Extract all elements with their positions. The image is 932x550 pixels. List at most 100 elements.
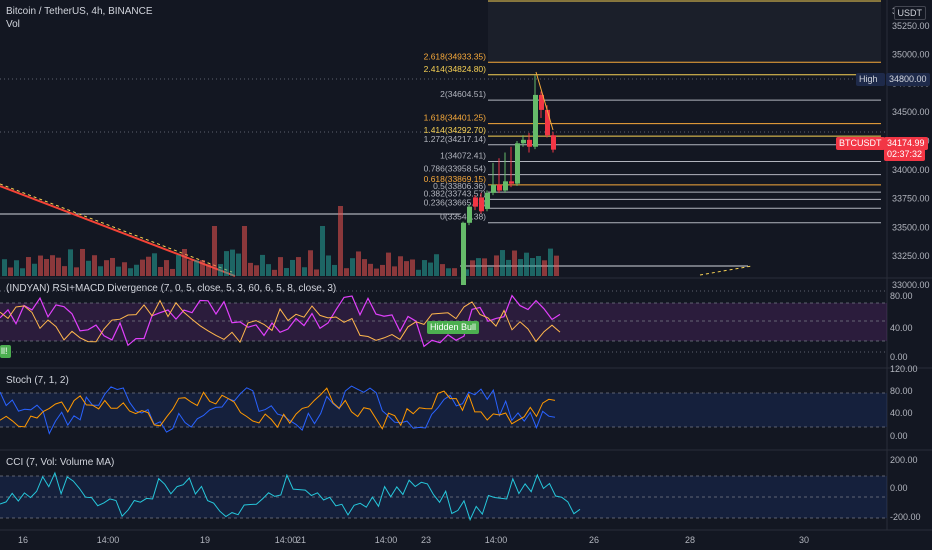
price-axis-tick: 35000.00 — [892, 50, 930, 60]
price-axis-tick: 33250.00 — [892, 251, 930, 261]
volume-bar — [356, 251, 361, 276]
volume-bar — [362, 259, 367, 276]
volume-bar — [32, 263, 37, 276]
volume-bar — [422, 260, 427, 276]
volume-bar — [290, 259, 295, 276]
volume-bar — [302, 267, 307, 276]
rsi-axis-tick: 80.00 — [890, 291, 913, 301]
volume-bar — [512, 250, 517, 276]
volume-bar — [524, 252, 529, 276]
volume-bar — [548, 248, 553, 276]
candle-body — [521, 139, 526, 144]
time-axis-label: 14:00 — [375, 535, 398, 545]
fibonacci-levels: 3.618(35465.46)2.618(34933.35)2.414(3482… — [424, 0, 881, 224]
volume-bar — [254, 265, 259, 276]
stoch-axis-tick: 120.00 — [890, 364, 918, 374]
time-axis-label: 14:00 — [485, 535, 508, 545]
volume-bar — [242, 226, 247, 276]
rsi-pane-title: (INDYAN) RSI+MACD Divergence (7, 0, 5, c… — [6, 283, 337, 294]
volume-bar — [440, 264, 445, 276]
volume-bar — [194, 260, 199, 276]
fib-level-label: 0(33540.38) — [440, 212, 486, 222]
candle-body — [551, 135, 556, 150]
volume-bar — [260, 254, 265, 276]
volume-bar — [434, 254, 439, 276]
volume-bar — [164, 260, 169, 276]
volume-bar — [554, 255, 559, 276]
fib-anchor-line — [535, 71, 554, 131]
volume-bar — [98, 266, 103, 276]
volume-bar — [368, 263, 373, 276]
time-axis-label: 19 — [200, 535, 210, 545]
volume-bar — [482, 258, 487, 276]
volume-bar — [122, 262, 127, 276]
cci-axis-tick: -200.00 — [890, 512, 921, 522]
volume-bar — [464, 269, 469, 276]
volume-bar — [506, 259, 511, 276]
fib-level-label: 1(34072.41) — [440, 150, 486, 160]
fib-zone — [488, 0, 881, 63]
volume-bar — [428, 262, 433, 276]
time-axis-label: 30 — [799, 535, 809, 545]
price-axis-tick: 34500.00 — [892, 107, 930, 117]
time-axis-label: 26 — [589, 535, 599, 545]
cci-axis-tick: 200.00 — [890, 455, 918, 465]
volume-bar — [86, 260, 91, 276]
volume-bars — [2, 206, 559, 276]
volume-bar — [320, 226, 325, 276]
volume-bar — [146, 256, 151, 276]
price-axis-tick: 34000.00 — [892, 165, 930, 175]
fib-level-label: 2.414(34824.80) — [424, 64, 487, 74]
volume-bar — [218, 264, 223, 276]
fib-level-label: 0.786(33958.54) — [424, 164, 487, 174]
volume-bar — [380, 264, 385, 276]
fib-level-label: 0.5(33806.36) — [433, 181, 486, 191]
volume-bar — [488, 267, 493, 276]
volume-bar — [14, 260, 19, 276]
volume-bar — [68, 249, 73, 276]
volume-bar — [452, 268, 457, 276]
volume-bar — [410, 259, 415, 276]
volume-label: Vol — [6, 19, 20, 30]
currency-button[interactable]: USDT — [893, 6, 926, 20]
price-axis-tick: 33500.00 — [892, 222, 930, 232]
volume-bar — [338, 206, 343, 276]
downtrend-dashed-line — [0, 183, 233, 273]
volume-bar — [266, 264, 271, 276]
symbol-price-tag: BTCUSDT — [836, 137, 885, 150]
cci-axis-tick: 0.00 — [890, 483, 908, 493]
volume-bar — [158, 267, 163, 276]
rsi-axis-tick: 0.00 — [890, 352, 908, 362]
stoch-axis-tick: 80.00 — [890, 386, 913, 396]
volume-bar — [2, 259, 7, 276]
volume-bar — [152, 253, 157, 276]
volume-bar — [212, 226, 217, 276]
hidden-bull-badge: Hidden Bull — [427, 321, 480, 334]
volume-bar — [308, 250, 313, 276]
stoch-axis-tick: 0.00 — [890, 431, 908, 441]
volume-bar — [278, 257, 283, 276]
volume-bar — [272, 269, 277, 276]
volume-bar — [80, 248, 85, 276]
downtrend-line — [0, 185, 236, 277]
fib-level-label: 0.382(33743.57) — [424, 188, 487, 198]
volume-bar — [134, 264, 139, 276]
countdown-tag: 02:37:32 — [884, 148, 926, 161]
signal-line — [0, 299, 561, 344]
candle-body — [503, 181, 508, 191]
volume-bar — [200, 260, 205, 276]
volume-bar — [236, 253, 241, 276]
price-axis-tick: 35250.00 — [892, 21, 930, 31]
symbol-title: Bitcoin / TetherUS, 4h, BINANCE — [6, 6, 153, 17]
volume-bar — [332, 264, 337, 276]
fib-level-label: 1.618(34401.25) — [424, 113, 487, 123]
volume-bar — [536, 256, 541, 276]
last-price-tag: 34174.99 — [884, 137, 928, 150]
volume-bar — [128, 268, 133, 276]
rsi-axis-tick: 40.00 — [890, 323, 913, 333]
fib-level-label: 1.272(34217.14) — [424, 134, 487, 144]
candle-body — [491, 184, 496, 193]
volume-bar — [530, 258, 535, 276]
dashed-projection-line — [699, 265, 753, 276]
